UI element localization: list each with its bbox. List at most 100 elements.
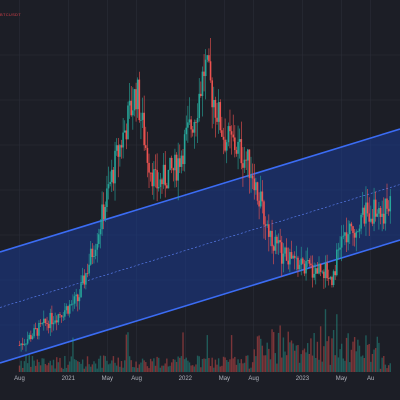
candle-body	[277, 240, 280, 244]
candle-body	[357, 231, 359, 233]
volume-bar	[109, 363, 111, 372]
volume-bar	[237, 359, 239, 372]
volume-bar	[243, 362, 246, 372]
x-tick-label: May	[219, 376, 230, 382]
volume-bar	[122, 367, 124, 372]
candle-body	[151, 172, 154, 187]
candle-body	[146, 147, 149, 163]
volume-bar	[255, 356, 257, 372]
volume-bar	[54, 368, 56, 372]
candle-body	[340, 236, 343, 248]
candle-body	[282, 253, 285, 264]
volume-bar	[151, 361, 153, 372]
volume-bar	[302, 350, 304, 372]
volume-bar	[41, 358, 43, 372]
volume-bar	[83, 368, 85, 372]
volume-bar	[130, 360, 132, 372]
volume-bar	[128, 356, 131, 372]
candle-body	[68, 304, 71, 314]
volume-bar	[360, 356, 362, 372]
candle-body	[298, 264, 301, 270]
candle-body	[227, 126, 230, 143]
candle-body	[381, 213, 383, 217]
volume-bar	[345, 337, 348, 372]
candle-body	[355, 231, 358, 238]
volume-bar	[300, 354, 302, 372]
candle-body	[120, 145, 123, 148]
channel-midline	[0, 184, 400, 308]
volume-bar	[148, 368, 150, 372]
volume-bar	[256, 336, 259, 372]
volume-bar	[229, 359, 231, 372]
volume-bar	[52, 359, 55, 372]
volume-bar	[102, 355, 105, 372]
volume-bar	[56, 357, 58, 372]
candle-body	[214, 99, 217, 118]
candle-body	[99, 229, 102, 235]
candle-body	[242, 163, 244, 168]
volume-bar	[227, 361, 230, 372]
candle-body	[42, 318, 45, 324]
volume-bars	[18, 309, 391, 372]
volume-bar	[158, 357, 160, 372]
volume-bar	[290, 340, 293, 372]
volume-bar	[107, 364, 110, 372]
x-tick-label: May	[102, 376, 113, 382]
x-tick-label: 2021	[62, 376, 76, 382]
candle-body	[110, 169, 113, 182]
volume-bar	[115, 365, 118, 372]
candle-body	[33, 328, 35, 337]
candle-body	[237, 141, 239, 154]
volume-bar	[324, 309, 327, 372]
candle-body	[159, 179, 162, 187]
volume-bar	[125, 334, 128, 372]
volume-bar	[169, 365, 171, 372]
candle-body	[259, 191, 262, 207]
volume-bar	[156, 356, 158, 372]
volume-bar	[112, 356, 115, 372]
volume-bar	[80, 363, 82, 372]
volume-bar	[370, 361, 372, 372]
candle-body	[347, 234, 349, 243]
candle-body	[353, 233, 356, 238]
candle-body	[371, 218, 374, 224]
volume-bar	[167, 366, 170, 372]
candle-body	[318, 263, 320, 274]
volume-bar	[247, 355, 249, 372]
candle-body	[238, 139, 241, 142]
candle-body	[314, 268, 317, 274]
volume-bar	[120, 361, 123, 372]
volume-bar	[337, 357, 340, 372]
candle-body	[363, 207, 366, 224]
volume-bar	[64, 355, 66, 372]
volume-bar	[70, 356, 73, 372]
volume-bar	[310, 338, 312, 372]
candle-body	[31, 336, 34, 340]
volume-bar	[98, 358, 100, 372]
candle-body	[224, 139, 226, 151]
candle-body	[204, 59, 207, 77]
candle-body	[182, 155, 184, 165]
channel-lower-line[interactable]	[0, 239, 400, 364]
volume-bar	[179, 357, 181, 372]
candle-body	[136, 79, 139, 110]
volume-bar	[39, 365, 42, 372]
candle-body	[379, 207, 382, 217]
channel-upper-line[interactable]	[0, 128, 400, 253]
candle-body	[382, 213, 385, 224]
candle-body	[201, 71, 204, 97]
candle-body	[167, 169, 170, 189]
candle-body	[117, 145, 120, 157]
candle-body	[170, 157, 173, 169]
volume-bar	[161, 365, 163, 372]
candle-body	[25, 343, 27, 345]
x-tick-label: 2023	[296, 376, 310, 382]
candle-body	[34, 328, 37, 329]
candle-body	[331, 277, 333, 285]
candle-body	[178, 158, 181, 167]
volume-bar	[355, 351, 357, 372]
volume-bar	[303, 348, 306, 372]
candle-body	[329, 277, 332, 279]
